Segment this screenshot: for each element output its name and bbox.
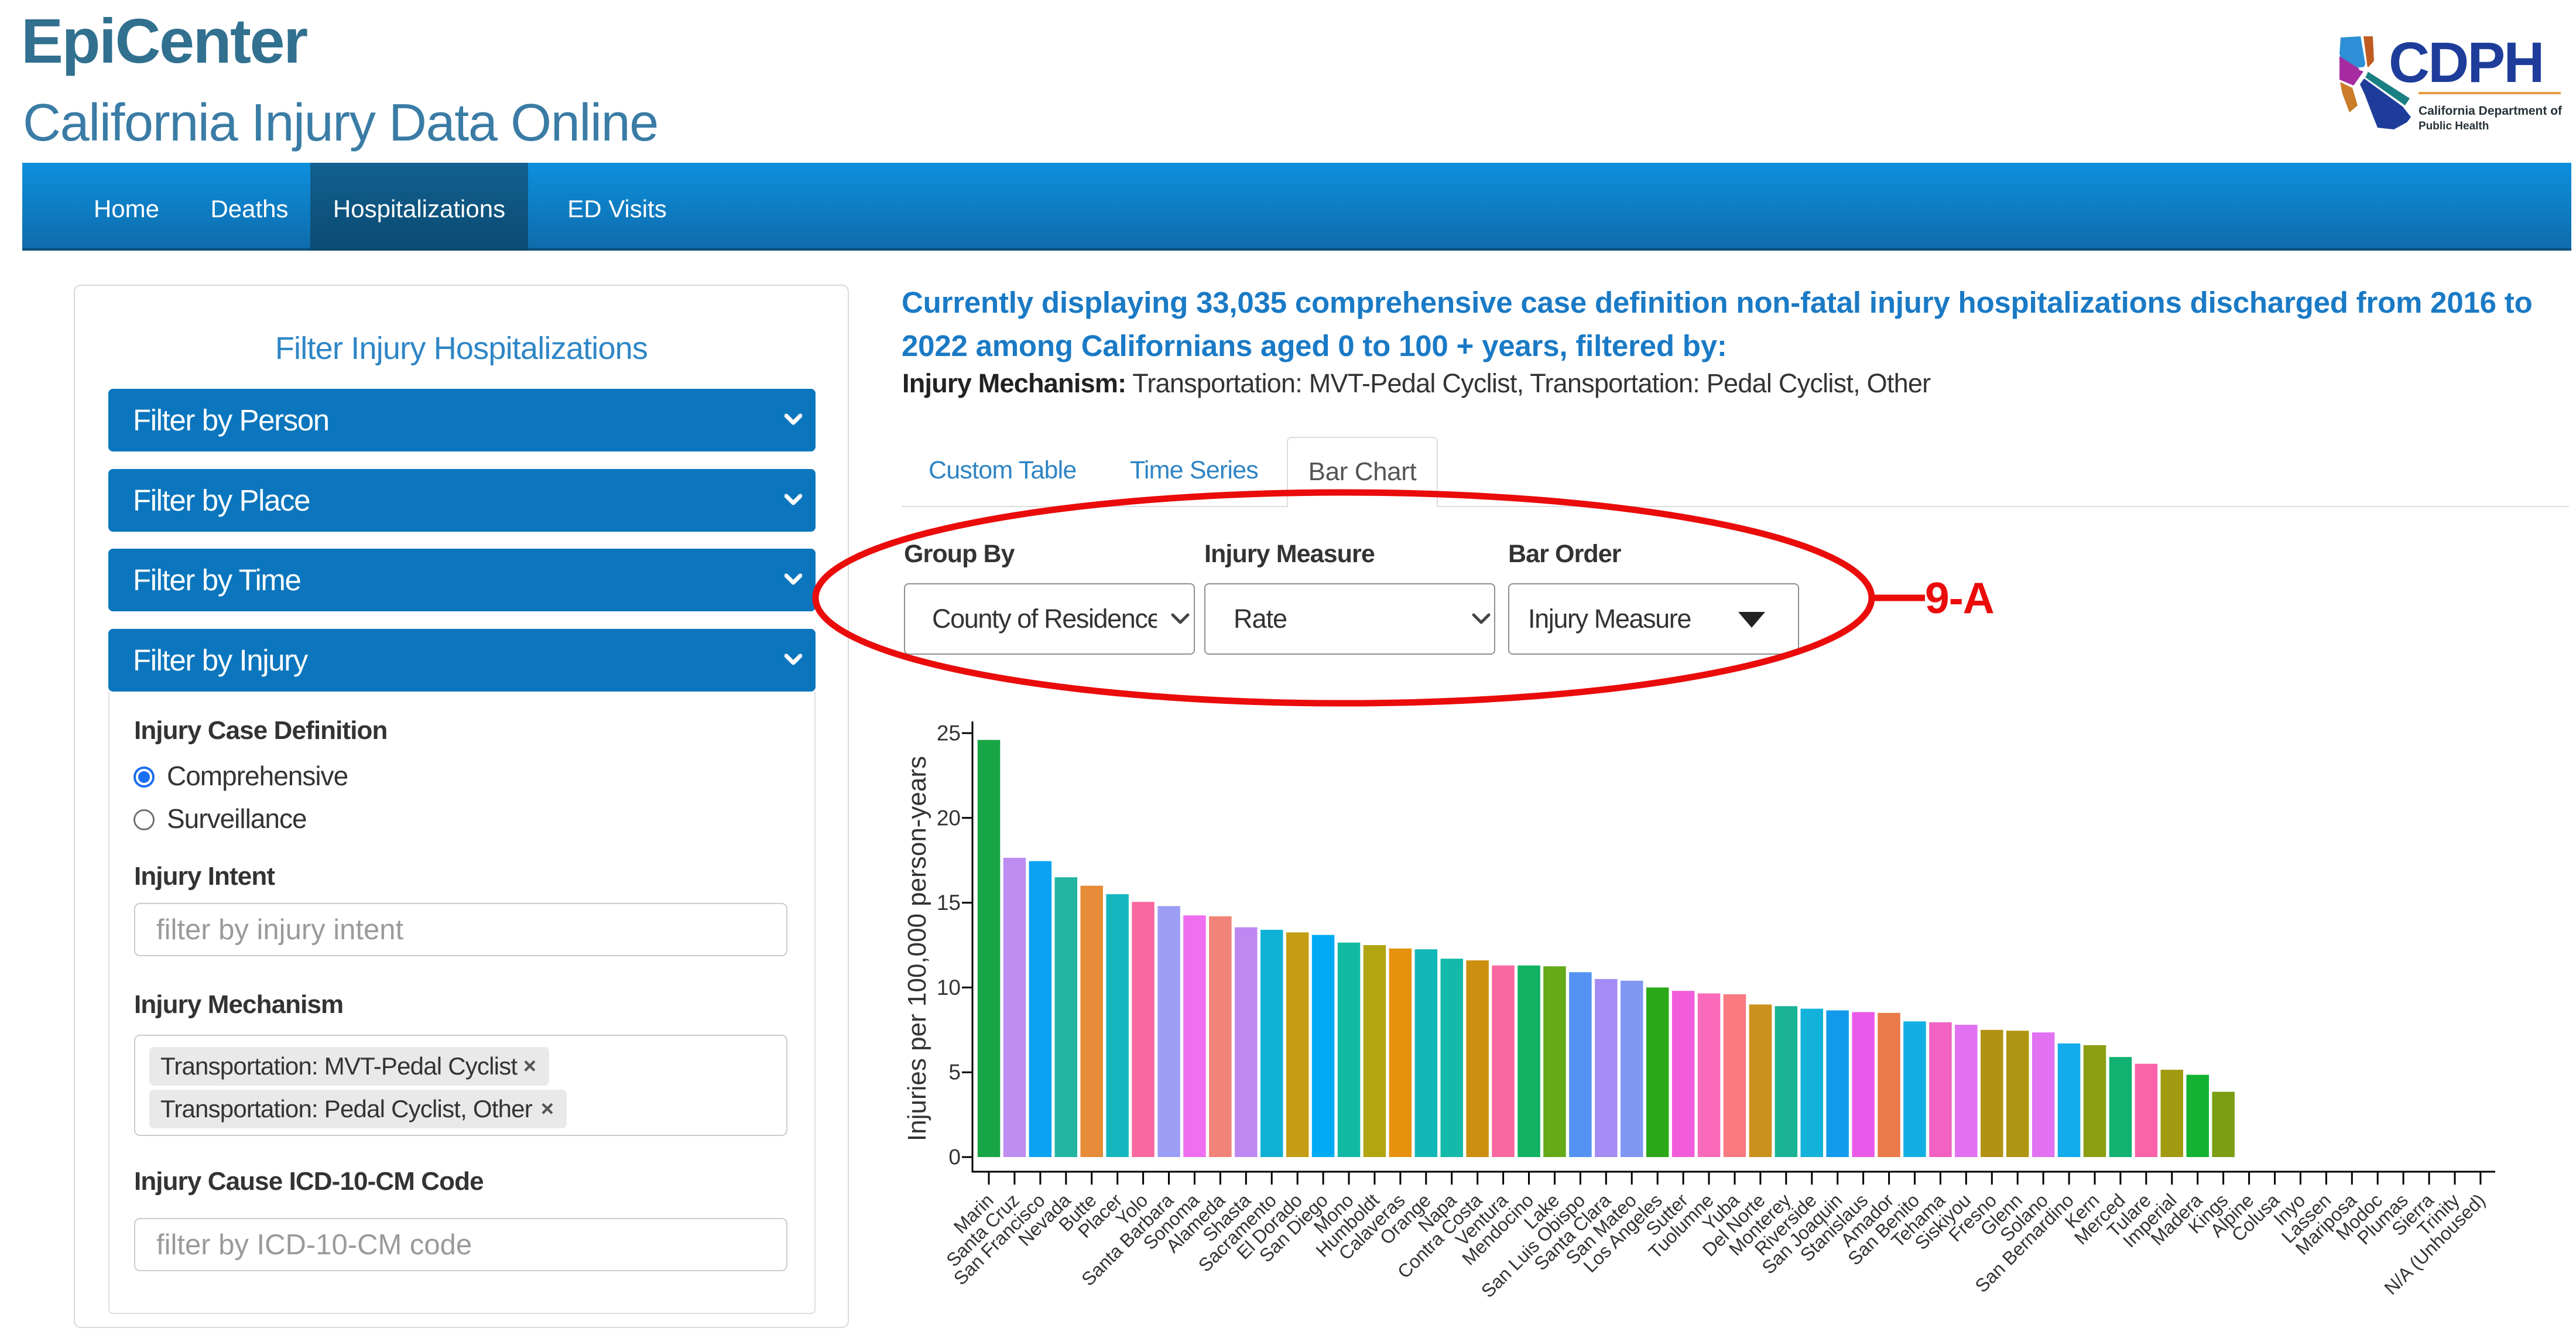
svg-text:9-A: 9-A [1925, 573, 1994, 622]
svg-text:10: 10 [937, 976, 961, 1000]
svg-text:CDPH: CDPH [2389, 32, 2543, 94]
svg-text:25: 25 [937, 721, 961, 745]
svg-text:5: 5 [948, 1060, 961, 1084]
svg-text:Injuries per 100,000 person-ye: Injuries per 100,000 person-years [903, 756, 931, 1141]
svg-text:15: 15 [937, 891, 961, 915]
svg-text:20: 20 [937, 806, 961, 830]
svg-text:Public Health: Public Health [2419, 120, 2489, 132]
svg-text:California Department of: California Department of [2419, 104, 2563, 118]
svg-text:0: 0 [948, 1145, 961, 1169]
